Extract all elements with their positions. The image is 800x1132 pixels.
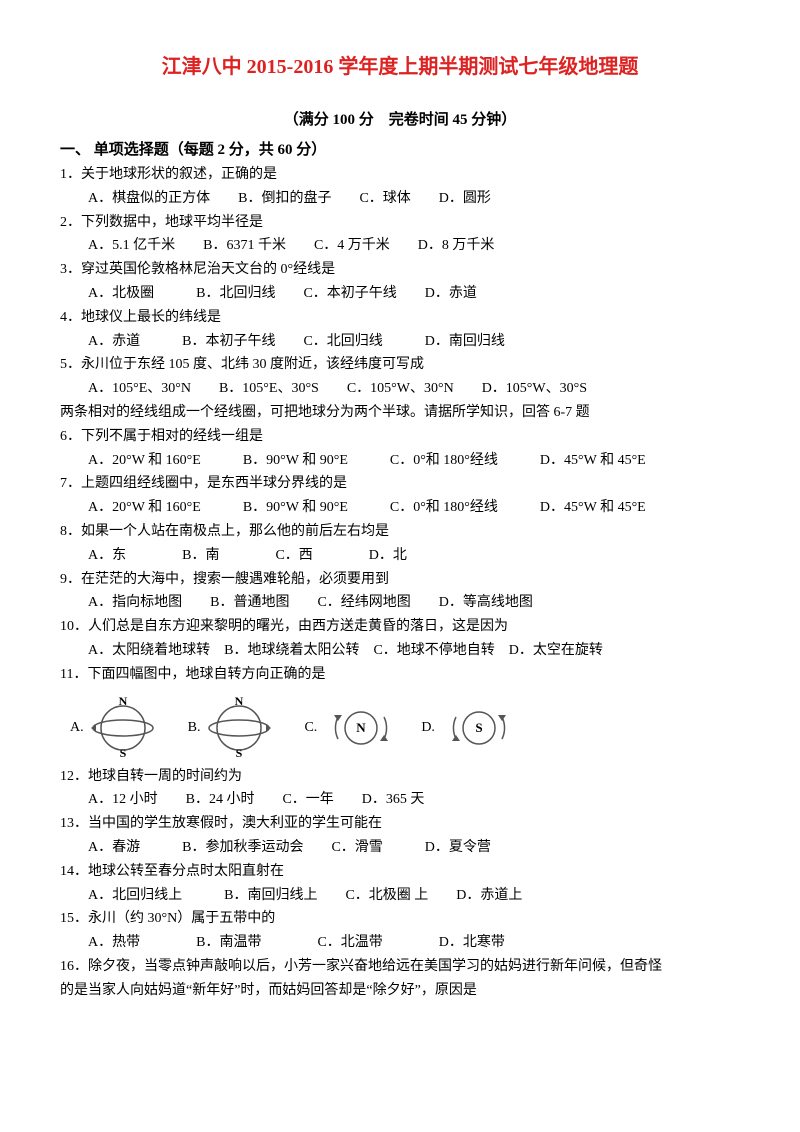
question-10-options: A．太阳绕着地球转 B．地球绕着太阳公转 C．地球不停地自转 D．太空在旋转 [60,639,740,663]
question-3: 3．穿过英国伦敦格林尼治天文台的 0°经线是 [60,258,740,282]
question-6: 6．下列不属于相对的经线一组是 [60,425,740,449]
question-11: 11．下面四幅图中，地球自转方向正确的是 [60,663,740,687]
question-15: 15．永川（约 30°N）属于五带中的 [60,907,740,931]
figure-a: A. N S [70,697,158,759]
section-heading: 一、 单项选择题（每题 2 分，共 60 分） [60,138,740,164]
question-16-line2: 的是当家人向姑妈道“新年好”时，而姑妈回答却是“除夕好”，原因是 [60,979,740,1003]
question-6-options: A．20°W 和 160°E B．90°W 和 90°E C．0°和 180°经… [60,449,740,473]
svg-text:S: S [475,720,482,735]
figure-d: D. S [421,697,509,759]
question-7: 7．上题四组经线圈中，是东西半球分界线的是 [60,472,740,496]
question-16-line1: 16．除夕夜，当零点钟声敲响以后，小芳一家兴奋地给远在美国学习的姑妈进行新年问候… [60,955,740,979]
question-2: 2．下列数据中，地球平均半径是 [60,211,740,235]
question-8-options: A．东 B．南 C．西 D．北 [60,544,740,568]
question-13-options: A．春游 B．参加秋季运动会 C．滑雪 D．夏令营 [60,836,740,860]
figure-a-label: A. [70,716,84,740]
question-7-options: A．20°W 和 160°E B．90°W 和 90°E C．0°和 180°经… [60,496,740,520]
globe-a-icon: N S [88,697,158,759]
question-3-options: A．北极圈 B．北回归线 C．本初子午线 D．赤道 [60,282,740,306]
question-5: 5．永川位于东经 105 度、北纬 30 度附近，该经纬度可写成 [60,353,740,377]
figure-c-label: C. [304,716,317,740]
question-9-options: A．指向标地图 B．普通地图 C．经纬网地图 D．等高线地图 [60,591,740,615]
question-12-options: A．12 小时 B．24 小时 C．一年 D．365 天 [60,788,740,812]
globe-b-icon: N S [204,697,274,759]
question-5-options: A．105°E、30°N B．105°E、30°S C．105°W、30°N D… [60,377,740,401]
question-1-options: A．棋盘似的正方体 B．倒扣的盘子 C．球体 D．圆形 [60,187,740,211]
figure-d-label: D. [421,716,435,740]
question-11-figures: A. N S B. N S C. N D. [60,697,740,759]
question-13: 13．当中国的学生放寒假时，澳大利亚的学生可能在 [60,812,740,836]
polar-s-icon: S [439,697,509,759]
exam-subtitle: （满分 100 分 完卷时间 45 分钟） [60,108,740,134]
question-14-options: A．北回归线上 B．南回归线上 C．北极圈 上 D．赤道上 [60,884,740,908]
svg-text:N: N [118,697,127,708]
exam-title: 江津八中 2015-2016 学年度上期半期测试七年级地理题 [60,50,740,84]
question-8: 8．如果一个人站在南极点上，那么他的前后左右均是 [60,520,740,544]
svg-text:S: S [119,746,126,759]
question-4-options: A．赤道 B．本初子午线 C．北回归线 D．南回归线 [60,330,740,354]
question-15-options: A．热带 B．南温带 C．北温带 D．北寒带 [60,931,740,955]
question-10: 10．人们总是自东方迎来黎明的曙光，由西方送走黄昏的落日，这是因为 [60,615,740,639]
figure-b: B. N S [188,697,275,759]
question-4: 4．地球仪上最长的纬线是 [60,306,740,330]
note-6-7: 两条相对的经线组成一个经线圈，可把地球分为两个半球。请据所学知识，回答 6-7 … [60,401,740,425]
svg-text:N: N [357,720,367,735]
question-2-options: A．5.1 亿千米 B．6371 千米 C．4 万千米 D．8 万千米 [60,234,740,258]
question-14: 14．地球公转至春分点时太阳直射在 [60,860,740,884]
figure-b-label: B. [188,716,201,740]
question-1: 1．关于地球形状的叙述，正确的是 [60,163,740,187]
svg-text:N: N [235,697,244,708]
figure-c: C. N [304,697,391,759]
question-9: 9．在茫茫的大海中，搜索一艘遇难轮船，必须要用到 [60,568,740,592]
question-12: 12．地球自转一周的时间约为 [60,765,740,789]
polar-n-icon: N [321,697,391,759]
svg-text:S: S [236,746,243,759]
